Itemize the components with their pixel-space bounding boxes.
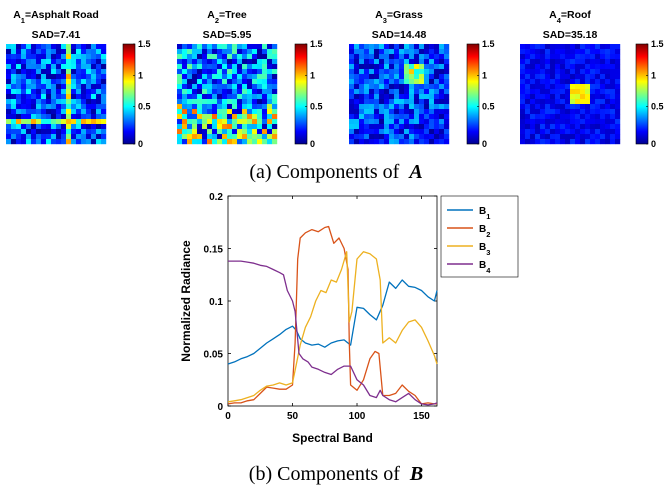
abundance-maps: A1=Asphalt RoadSAD=7.411.510.50A2=TreeSA…	[6, 9, 664, 149]
colorbar	[122, 43, 136, 145]
y-tick-label: 0	[217, 402, 223, 413]
map-sad: SAD=35.18	[543, 29, 598, 41]
map-title: A4=Roof	[549, 9, 591, 25]
colorbar-tick-label: 0	[651, 139, 656, 149]
y-tick-label: 0.1	[209, 297, 223, 308]
map-title: A2=Tree	[207, 9, 247, 25]
map-sad: SAD=5.95	[203, 29, 252, 41]
caption-a-prefix: (a) Components of	[249, 161, 399, 183]
caption-a: (a) Components of A	[249, 161, 422, 183]
map-title-subscript: 4	[557, 16, 562, 25]
legend: B1 B2 B3 B4	[440, 195, 519, 278]
abundance-heatmap	[177, 44, 278, 145]
colorbar-tick-label: 0.5	[651, 102, 664, 112]
map-title: A1=Asphalt Road	[13, 9, 99, 25]
abundance-heatmap	[520, 44, 621, 145]
map-title-label: =Asphalt Road	[25, 9, 99, 21]
colorbar-tick-label: 1.5	[651, 39, 664, 49]
legend-entry: B3	[479, 242, 490, 257]
abundance-map-4: A4=Roof SAD=35.18 1.5 1 0.5 0	[520, 9, 664, 149]
map-title-symbol: A	[13, 9, 21, 21]
map-title-label: =Roof	[561, 9, 592, 21]
colorbar	[294, 43, 308, 145]
colorbar-tick-label: 1.5	[138, 39, 151, 49]
abundance-map-2: A2=Tree SAD=5.95 1.5 1 0.5 0	[177, 9, 323, 149]
colorbar-tick-label: 0	[310, 139, 315, 149]
map-title-label: =Grass	[387, 9, 423, 21]
y-tick-label: 0.15	[204, 245, 224, 256]
map-title-subscript: 2	[215, 16, 219, 25]
legend-entry: B4	[479, 260, 491, 275]
legend-entry: B2	[479, 224, 490, 239]
map-title-symbol: A	[375, 9, 383, 21]
x-tick-label: 100	[349, 411, 366, 422]
map-title: A3=Grass	[375, 9, 423, 25]
x-tick-label: 50	[287, 411, 299, 422]
caption-b: (b) Components of B	[249, 463, 423, 485]
caption-b-prefix: (b) Components of	[249, 463, 400, 485]
colorbar-tick-label: 0.5	[310, 102, 323, 112]
caption-a-symbol: A	[407, 161, 422, 183]
map-title-subscript: 3	[383, 16, 387, 25]
colorbar-tick-label: 0	[482, 139, 487, 149]
x-axis-label: Spectral Band	[292, 431, 373, 445]
abundance-heatmap	[6, 44, 107, 145]
colorbar-tick-label: 0.5	[138, 102, 151, 112]
map-title-subscript: 1	[21, 16, 25, 25]
colorbar	[635, 43, 649, 145]
legend-entry: B1	[479, 206, 490, 221]
map-sad: SAD=14.48	[372, 29, 427, 41]
y-tick-label: 0.2	[209, 192, 223, 203]
colorbar	[466, 43, 480, 145]
series-line-b4	[228, 260, 438, 406]
map-title-label: =Tree	[219, 9, 247, 21]
colorbar-tick-label: 1	[138, 70, 143, 80]
caption-b-symbol: B	[409, 463, 423, 485]
colorbar-tick-label: 0.5	[482, 102, 495, 112]
y-axis-label: Normalized Radiance	[179, 240, 193, 362]
y-tick-label: 0.05	[204, 350, 224, 361]
map-title-symbol: A	[549, 9, 557, 21]
map-title-symbol: A	[207, 9, 215, 21]
colorbar-tick-label: 1	[482, 70, 487, 80]
colorbar-tick-label: 1	[651, 70, 656, 80]
colorbar-tick-label: 1.5	[310, 39, 323, 49]
colorbar-tick-label: 0	[138, 139, 143, 149]
series-line-b3	[227, 251, 438, 403]
abundance-heatmap	[349, 44, 450, 145]
series-line-b1	[227, 279, 438, 365]
line-chart: 0 50 100 150 0 0.05 0.1 0.15 0.2 Spectral Band Nor…	[179, 192, 519, 445]
colorbar-tick-label: 1	[310, 70, 315, 80]
x-tick-label: 0	[225, 411, 231, 422]
colorbar-tick-label: 1.5	[482, 39, 495, 49]
series-line-b2	[227, 225, 437, 405]
plot-area	[227, 195, 438, 407]
x-tick-label: 150	[413, 411, 430, 422]
map-sad: SAD=7.41	[32, 29, 81, 41]
abundance-map-3: A3=Grass SAD=14.48 1.5 1 0.5 0	[349, 9, 495, 149]
